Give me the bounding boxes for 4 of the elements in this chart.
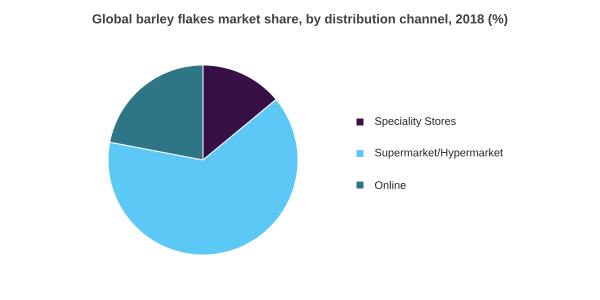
legend-label: Speciality Stores [375, 116, 456, 128]
chart-title: Global barley flakes market share, by distribution channel, 2018 (%) [92, 14, 508, 26]
legend-label: Supermarket/Hypermarket [375, 148, 503, 159]
legend-label: Online [375, 180, 406, 190]
